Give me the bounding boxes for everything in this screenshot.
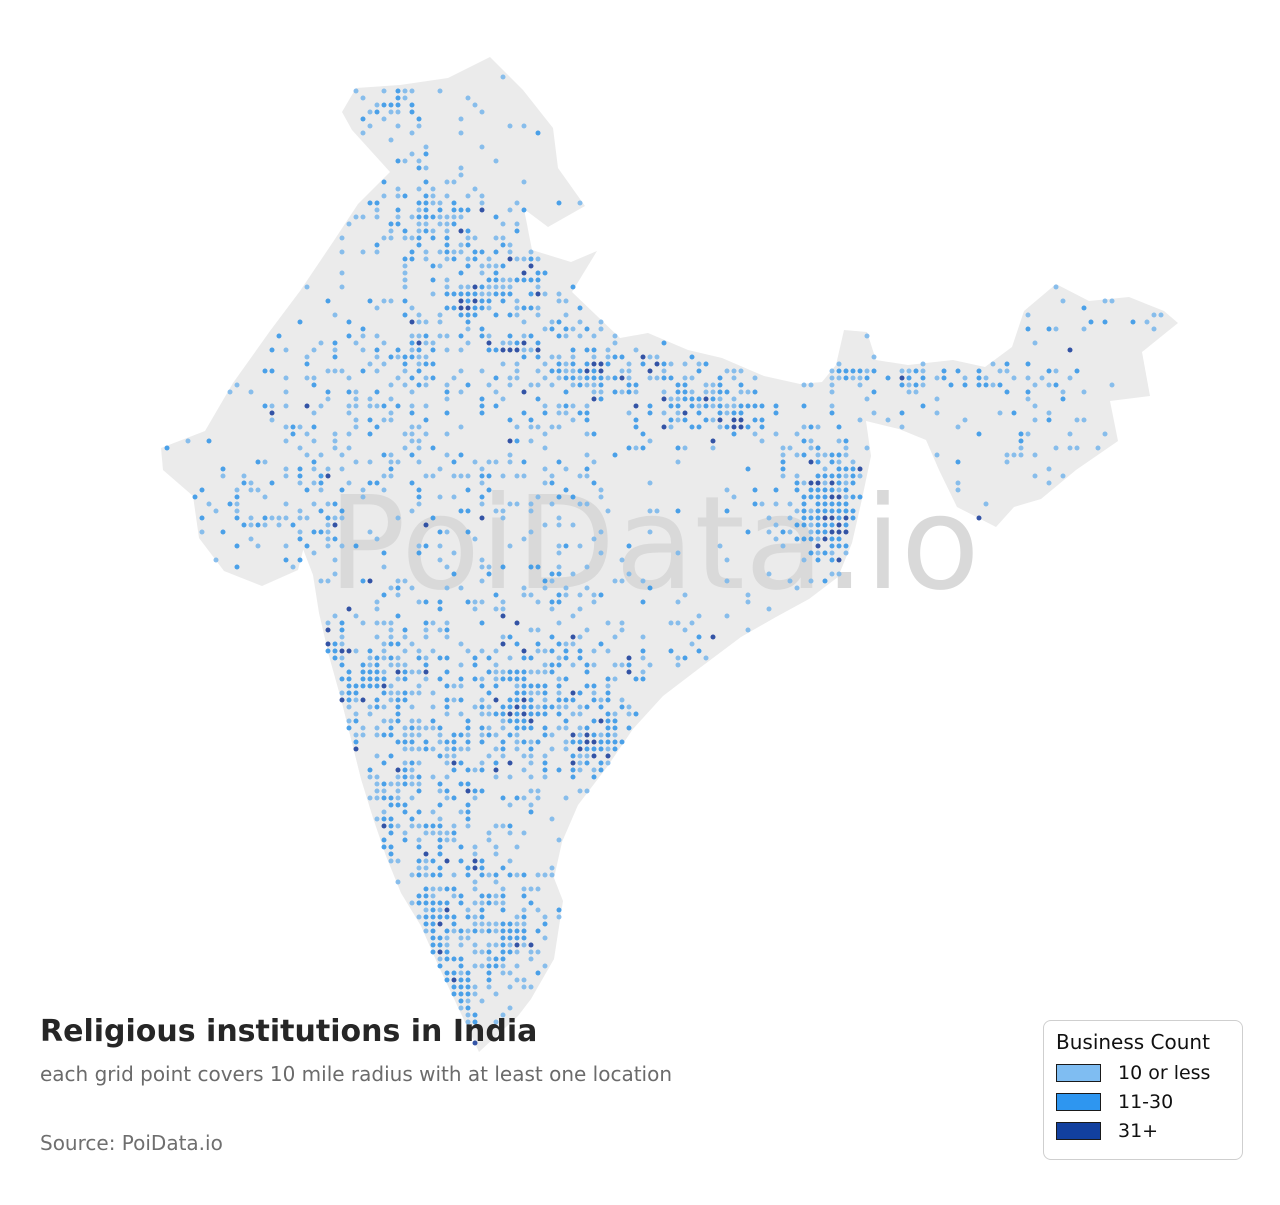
legend-label-mid: 11-30 — [1118, 1091, 1174, 1113]
legend-row-mid: 11-30 — [1056, 1091, 1230, 1113]
legend-row-low: 10 or less — [1056, 1062, 1230, 1084]
chart-title: Religious institutions in India — [40, 1014, 538, 1049]
legend-title: Business Count — [1056, 1030, 1210, 1054]
watermark: PoiData.io — [328, 469, 980, 619]
source-note: Source: PoiData.io — [40, 1131, 223, 1155]
dots-layer — [164, 74, 1164, 1046]
legend-label-high: 31+ — [1118, 1120, 1159, 1142]
chart-subtitle: each grid point covers 10 mile radius wi… — [40, 1062, 673, 1086]
legend-swatch-high — [1056, 1122, 1101, 1140]
india-landmass — [161, 57, 1178, 1052]
legend: Business Count 10 or less 11-30 31+ — [1043, 1020, 1243, 1160]
legend-swatch-low — [1056, 1064, 1101, 1082]
legend-swatch-mid — [1056, 1093, 1101, 1111]
legend-row-high: 31+ — [1056, 1120, 1230, 1142]
legend-label-low: 10 or less — [1118, 1062, 1211, 1084]
